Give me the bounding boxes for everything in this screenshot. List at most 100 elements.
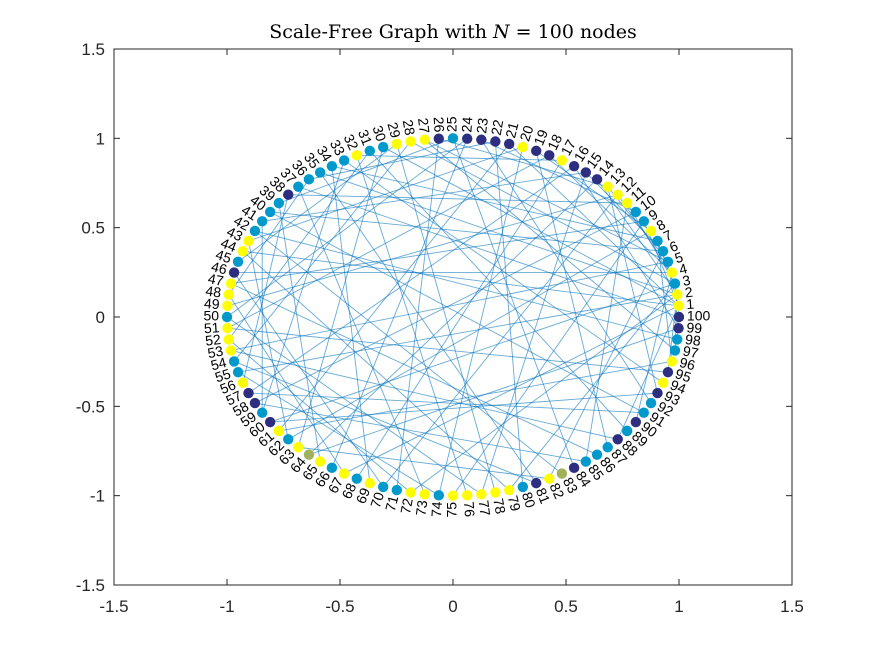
node-label: 71 xyxy=(382,494,401,513)
y-tick-label: 1.5 xyxy=(81,40,105,59)
graph-node xyxy=(666,267,678,278)
graph-node xyxy=(580,456,592,467)
node-label: 23 xyxy=(473,117,491,135)
node-label: 80 xyxy=(519,490,539,510)
graph-node xyxy=(221,311,233,323)
node-label: 24 xyxy=(458,116,475,133)
graph-node xyxy=(504,484,515,496)
node-label: 51 xyxy=(203,319,220,336)
node-label: 96 xyxy=(678,354,697,373)
graph-node xyxy=(504,138,515,150)
node-label: 97 xyxy=(682,343,701,362)
chart-title-suffix: = 100 nodes xyxy=(510,21,637,43)
ticks-layer: -1.5 -1 -0.5 0 0.5 1 1.5 -1.5 -1 -0.5 0 0.5 1 1.5 xyxy=(76,40,804,616)
node-label: 57 xyxy=(223,387,244,408)
node-label: 1 xyxy=(686,296,695,312)
graph-node xyxy=(530,145,542,157)
graph-node xyxy=(447,490,459,501)
node-label: 2 xyxy=(684,284,694,301)
node-label: 67 xyxy=(325,474,347,496)
node-label: 78 xyxy=(490,497,509,516)
node-label: 17 xyxy=(558,137,580,159)
graph-node xyxy=(669,345,681,356)
graph-node xyxy=(673,311,685,323)
graph-edge xyxy=(308,179,598,455)
graph-edge xyxy=(297,146,384,448)
node-label: 93 xyxy=(662,387,683,408)
graph-node xyxy=(630,206,642,218)
graph-edge xyxy=(320,172,678,296)
graph-node xyxy=(364,145,376,157)
graph-edge xyxy=(396,138,440,491)
node-label: 31 xyxy=(355,127,376,148)
graph-node xyxy=(351,473,362,484)
graph-node xyxy=(645,397,657,409)
graph-node xyxy=(433,490,445,501)
node-label: 98 xyxy=(684,331,702,349)
graph-edge xyxy=(438,146,524,496)
node-label: 74 xyxy=(428,501,445,518)
graph-node xyxy=(377,481,389,493)
node-label: 19 xyxy=(530,127,551,148)
chart-title-prefix: Scale-Free Graph with xyxy=(269,21,493,43)
graph-node xyxy=(621,197,633,209)
node-label: 29 xyxy=(384,120,403,139)
x-tick-label: 1.5 xyxy=(780,597,804,616)
graph-edge xyxy=(237,143,398,263)
node-label: 76 xyxy=(461,501,478,518)
graph-node xyxy=(544,473,555,484)
node-label: 54 xyxy=(209,354,228,373)
graph-node xyxy=(602,181,613,192)
node-label: 75 xyxy=(444,502,460,518)
graph-node xyxy=(222,323,233,334)
node-label: 83 xyxy=(560,475,582,497)
graph-edge xyxy=(508,283,676,491)
graph-node xyxy=(556,468,568,479)
graph-edge xyxy=(237,371,440,496)
graph-node xyxy=(645,225,657,237)
graph-node xyxy=(228,356,240,367)
graph-node xyxy=(461,133,473,144)
graph-edge xyxy=(227,154,550,329)
node-label: 59 xyxy=(237,408,259,430)
graph-edge xyxy=(424,139,676,351)
node-label: 3 xyxy=(681,272,692,289)
node-label: 81 xyxy=(533,486,554,507)
node-label: 48 xyxy=(205,283,223,301)
graph-node xyxy=(621,425,633,437)
graph-edge xyxy=(230,283,598,456)
graph-node xyxy=(638,216,650,227)
graph-node xyxy=(273,425,285,437)
graph-node xyxy=(568,462,580,474)
graph-node xyxy=(517,141,529,153)
graph-edge xyxy=(233,361,537,484)
graph-node xyxy=(433,133,445,144)
graph-edge xyxy=(298,186,680,318)
node-label: 72 xyxy=(397,497,416,516)
graph-node xyxy=(338,155,350,166)
node-label: 99 xyxy=(686,319,703,336)
graph-node xyxy=(638,407,650,418)
graph-node xyxy=(672,334,683,345)
graph-edge xyxy=(288,230,652,440)
node-label: 47 xyxy=(207,270,226,289)
chart-title-variable: N xyxy=(492,21,511,43)
node-label: 92 xyxy=(655,398,677,420)
graph-node xyxy=(303,449,315,460)
graph-edge xyxy=(228,339,411,493)
graph-node xyxy=(351,150,362,161)
node-label: 95 xyxy=(673,365,693,385)
graph-edge xyxy=(254,230,678,340)
graph-edge xyxy=(230,220,644,284)
node-label: 53 xyxy=(206,342,225,361)
graph-node xyxy=(591,174,603,185)
node-labels-layer: 1234567891011121314151617181920212223242… xyxy=(203,116,710,518)
graph-node xyxy=(476,134,487,145)
graph-edge xyxy=(270,392,658,423)
node-label: 77 xyxy=(476,499,494,517)
graph-node xyxy=(657,246,669,257)
graph-node xyxy=(256,407,268,418)
graph-node xyxy=(391,484,402,496)
node-label: 22 xyxy=(488,118,507,137)
